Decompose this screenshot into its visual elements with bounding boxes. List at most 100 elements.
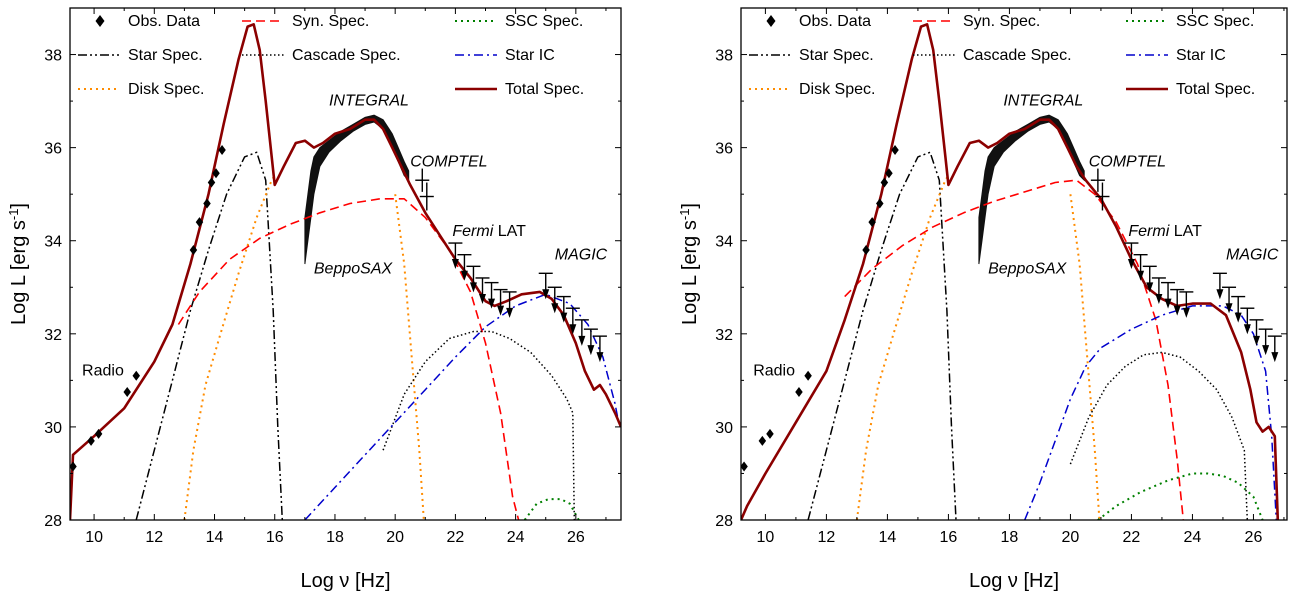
y-tick-label: 38 (44, 48, 62, 65)
y-tick-label: 32 (44, 327, 62, 344)
disk-spec-hard-line (1069, 194, 1101, 520)
x-tick-label: 10 (85, 529, 103, 546)
fermi-lat-upper-limit (1142, 265, 1157, 293)
legend-label: Star IC (1176, 47, 1226, 64)
comptel-point (1095, 182, 1110, 211)
legend-item-ssc-spec: SSC Spec. (1126, 13, 1254, 30)
magic-upper-limit (592, 335, 607, 363)
legend-label: Disk Spec. (128, 81, 204, 98)
y-axis-title-main: Log L [erg s (679, 220, 701, 325)
total-spec-line (741, 23, 1280, 520)
obs-data-point (795, 387, 803, 397)
y-axis-title-main: Log L [erg s (8, 220, 30, 325)
disk-spec-line (855, 175, 950, 520)
legend-item-star-ic: Star IC (455, 47, 555, 64)
syn-spec-line (177, 198, 520, 520)
legend-label: SSC Spec. (505, 13, 583, 30)
legend-label: Syn. Spec. (963, 13, 1040, 30)
y-axis-title-exponent: -1 (6, 209, 21, 221)
plot-area (70, 23, 621, 520)
magic-upper-limit (1249, 319, 1264, 346)
fermi-lat-upper-limit (493, 288, 508, 316)
x-tick-label: 18 (326, 529, 344, 546)
y-tick-label: 38 (715, 48, 733, 65)
obs-data-point (189, 245, 198, 256)
x-tick-label: 24 (507, 529, 525, 546)
fermi-lat-upper-limit (1161, 281, 1176, 309)
y-axis-title: Log L [erg s-1] (677, 203, 702, 325)
y-tick-label: 30 (44, 420, 62, 437)
legend-item-syn-spec: Syn. Spec. (242, 13, 369, 30)
right-panel: 10 12 14 16 18 20 22 24 26 28 30 32 34 36 38 Log ν [Hz]… (677, 7, 1288, 592)
comptel-point (419, 182, 434, 211)
magic-upper-limit (1240, 307, 1255, 335)
y-tick-label: 28 (715, 513, 733, 530)
obs-data-point (87, 435, 95, 446)
legend-label: Cascade Spec. (292, 47, 401, 64)
annotation-integral: INTEGRAL (1003, 93, 1083, 110)
fermi-lat-upper-limit (484, 281, 499, 309)
xray-band-data (304, 114, 410, 265)
obs-data-point (868, 217, 876, 228)
x-tick-label: 20 (386, 529, 404, 546)
legend: Obs. Data Star Spec. Disk Spec. Syn. Spec. C… (78, 13, 584, 98)
legend-item-star-ic: Star IC (1126, 47, 1226, 64)
legend-item-star-spec: Star Spec. (78, 47, 203, 64)
star-ic-line (1024, 305, 1278, 520)
legend-item-syn-spec: Syn. Spec. (913, 13, 1040, 30)
legend-label: Cascade Spec. (963, 47, 1072, 64)
magic-upper-limit (583, 328, 598, 356)
legend-label: Obs. Data (799, 13, 871, 30)
legend-label: Syn. Spec. (292, 13, 369, 30)
fermi-lat-upper-limit (1124, 242, 1139, 270)
y-tick-label: 28 (44, 513, 62, 530)
star-ic-line (304, 293, 621, 520)
y-tick-label: 36 (44, 141, 62, 158)
fermi-lat-upper-limit (448, 242, 463, 270)
legend: Obs. Data Star Spec. Disk Spec. Syn. Spec. C… (749, 13, 1255, 98)
legend-label: Star Spec. (128, 47, 203, 64)
obs-data-point (132, 370, 140, 381)
legend-item-star-spec: Star Spec. (749, 47, 874, 64)
legend-label: Star IC (505, 47, 555, 64)
y-axis-title-close: ] (679, 203, 701, 209)
obs-data-point (203, 198, 211, 209)
legend-item-total-spec: Total Spec. (1126, 81, 1255, 98)
x-tick-label: 12 (145, 529, 163, 546)
obs-data-point (862, 245, 870, 256)
magic-upper-limit (1267, 335, 1282, 363)
x-tick-label: 24 (1184, 529, 1202, 546)
plot-area (741, 23, 1282, 520)
fermi-lat-upper-limit (1170, 288, 1185, 316)
annotation-fermi: Fermi (1128, 223, 1169, 240)
obs-data-point (758, 435, 767, 446)
x-tick-label: 14 (206, 529, 224, 546)
x-tick-label: 12 (818, 529, 836, 546)
annotation-bepposax: BeppoSAX (988, 260, 1068, 277)
x-tick-label: 20 (1062, 529, 1080, 546)
x-tick-label: 22 (1123, 529, 1141, 546)
fermi-lat-upper-limit (1179, 291, 1194, 318)
annotation-radio: Radio (82, 363, 124, 380)
legend-item-disk-spec: Disk Spec. (78, 81, 204, 98)
magic-upper-limit (574, 319, 589, 346)
y-tick-label: 34 (715, 234, 733, 251)
annotation-radio: Radio (753, 363, 795, 380)
cascade-spec-line (382, 330, 576, 520)
annotation-lat: LAT (493, 223, 526, 240)
x-tick-label: 16 (940, 529, 958, 546)
x-tick-label: 26 (567, 529, 585, 546)
syn-spec-line (844, 179, 1185, 520)
comptel-point (1090, 168, 1105, 192)
annotation-fermi: Fermi (452, 223, 493, 240)
fermi-lat-upper-limit (457, 253, 472, 281)
y-axis-title-close: ] (8, 203, 30, 209)
x-tick-label: 26 (1245, 529, 1263, 546)
obs-data-point (876, 198, 884, 209)
obs-data-point (804, 370, 812, 381)
x-tick-label: 14 (879, 529, 897, 546)
obs-data-point (123, 387, 131, 397)
fermi-lat-upper-limit (466, 265, 481, 293)
obs-data-point (766, 428, 774, 439)
x-tick-label: 22 (447, 529, 465, 546)
